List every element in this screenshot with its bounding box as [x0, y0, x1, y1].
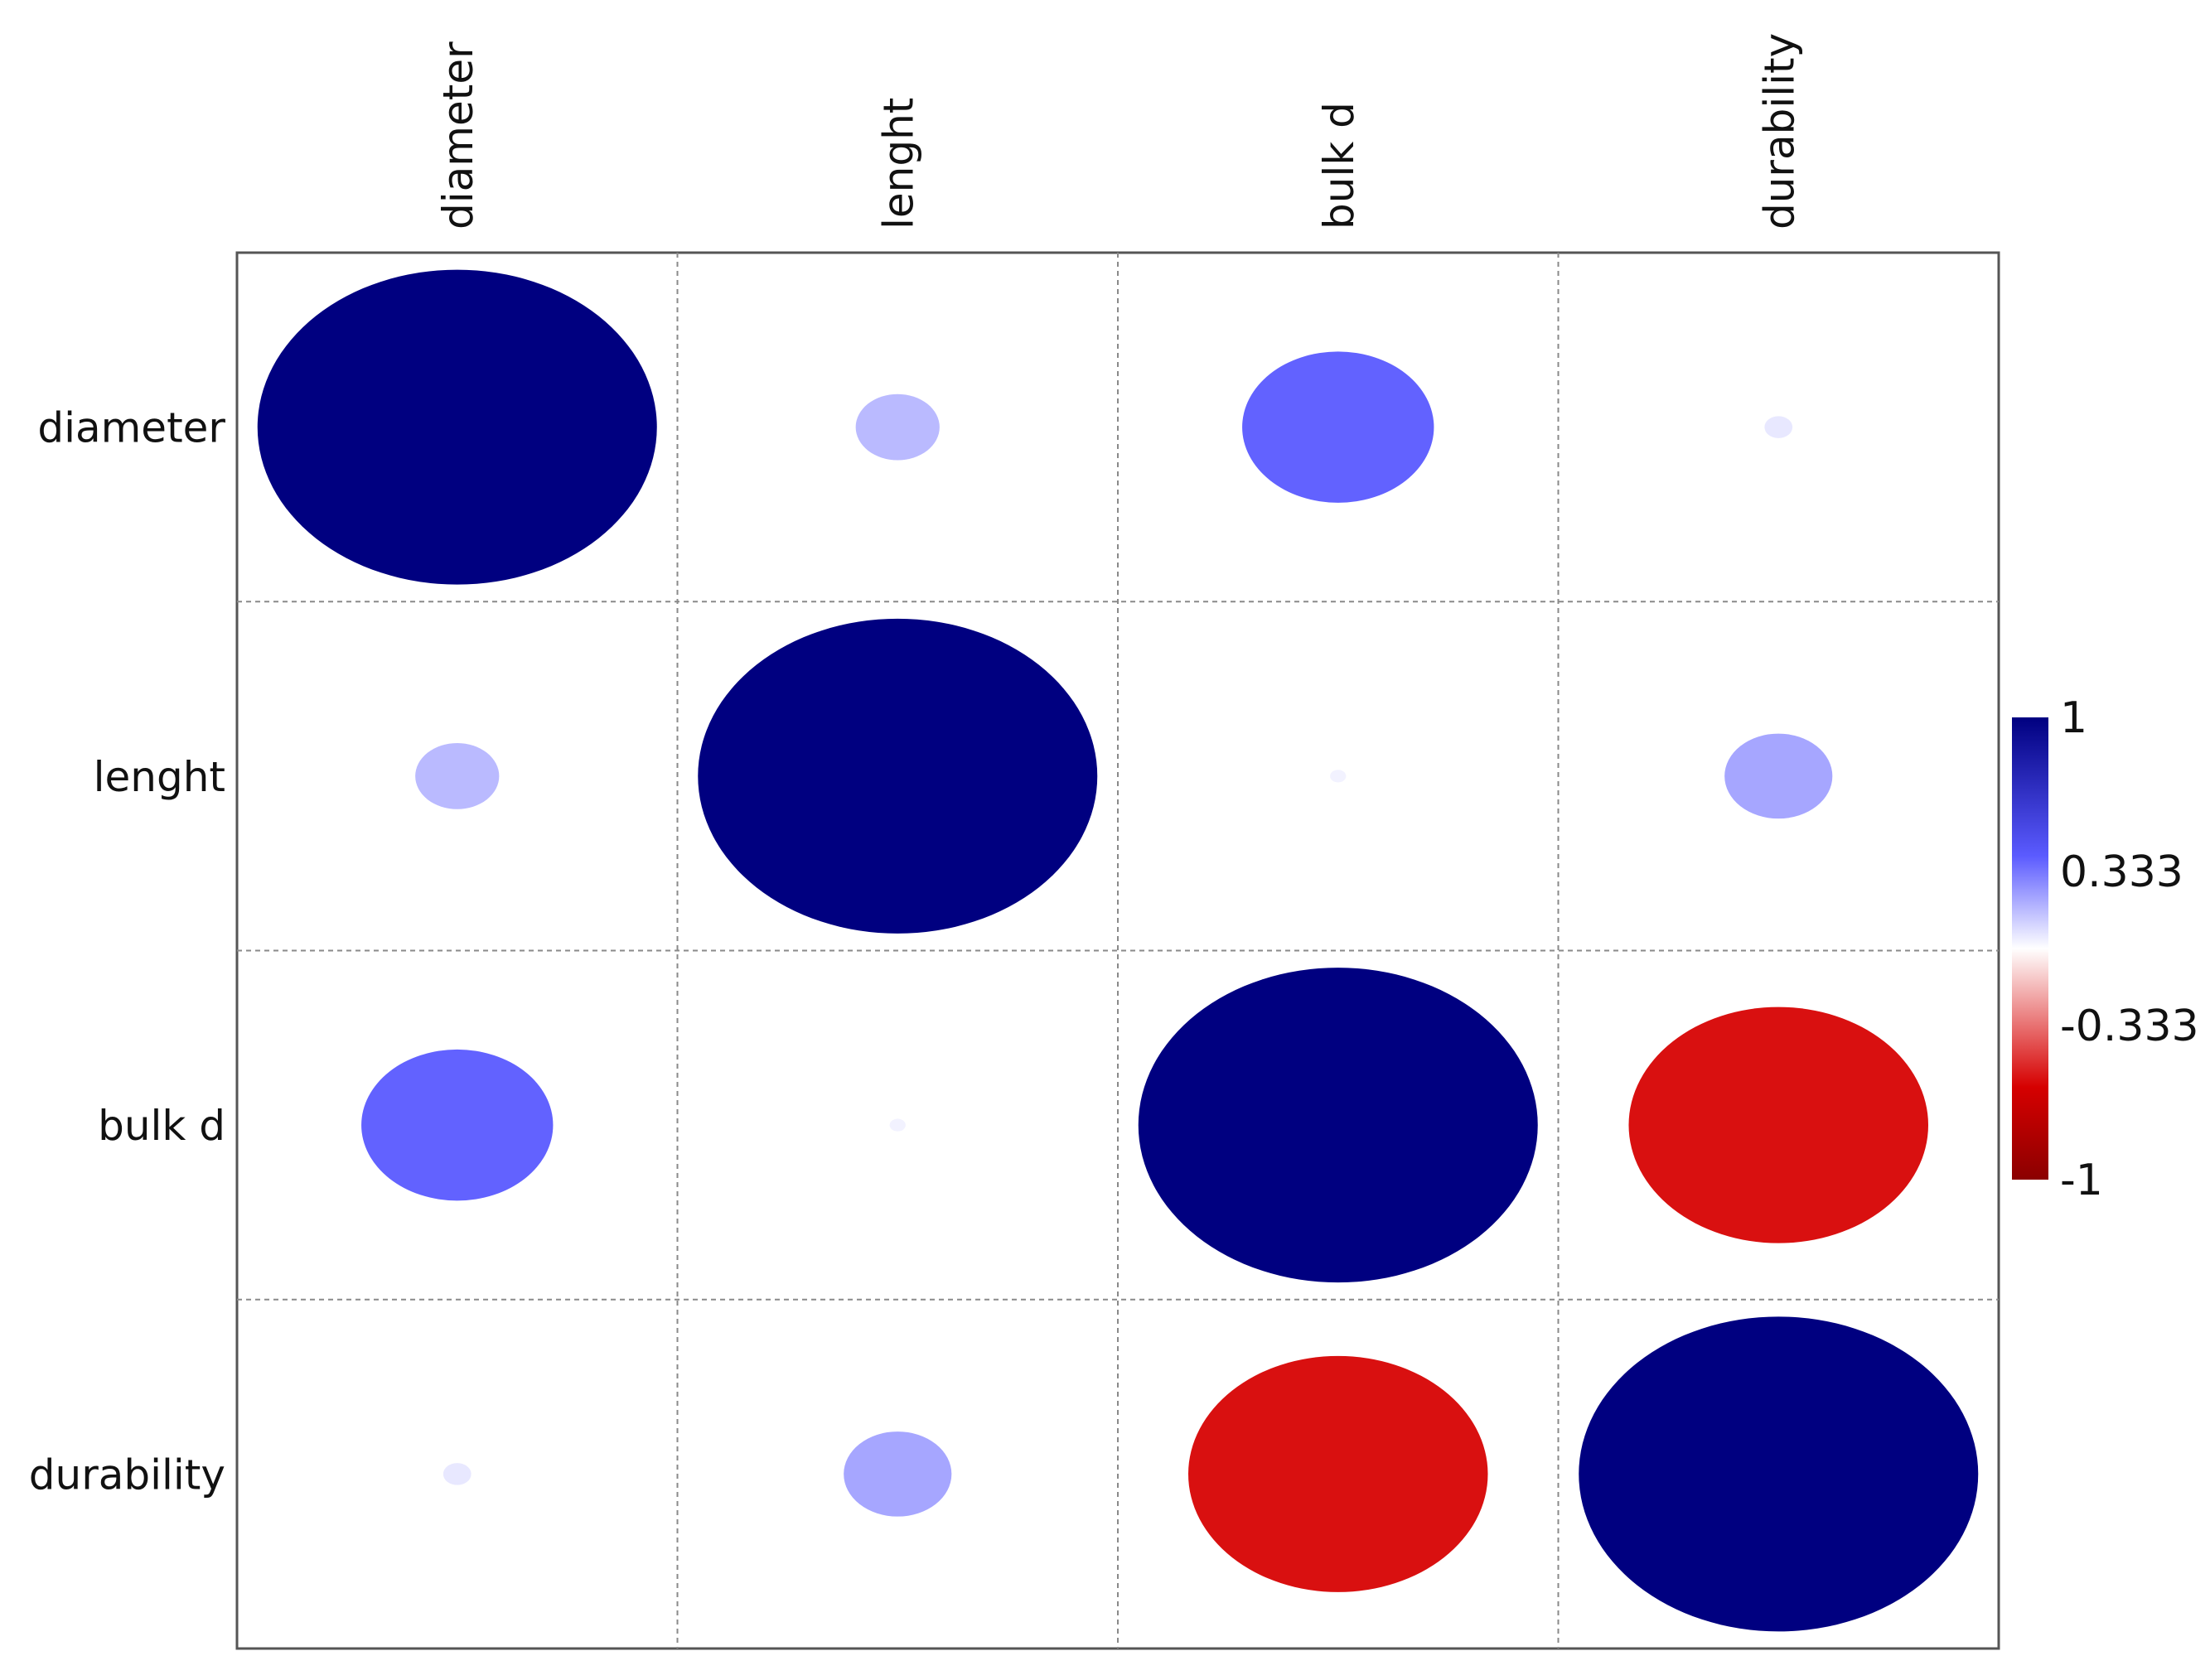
ellipse-layer — [257, 269, 1979, 1632]
corr-ellipse-bulk-d-lenght — [889, 1118, 906, 1132]
corr-ellipse-diameter-diameter — [257, 269, 657, 585]
row-label: bulk d — [98, 1102, 225, 1150]
column-label: durability — [1755, 33, 1803, 229]
corr-ellipse-bulk-d-diameter — [361, 1049, 554, 1201]
corr-ellipse-durability-bulk-d — [1188, 1355, 1488, 1592]
colorbar-tick-label: -0.333 — [2060, 1002, 2199, 1051]
label-layer: diameter diameter lenght lenght bulk d bulk d… — [29, 33, 1803, 1499]
corr-ellipse-lenght-bulk-d — [1330, 770, 1347, 783]
corr-ellipse-bulk-d-bulk-d — [1138, 968, 1538, 1283]
corr-ellipse-durability-lenght — [844, 1431, 952, 1517]
colorbar-tick-label: 1 — [2060, 693, 2087, 743]
colorbar-tick-label: -1 — [2060, 1156, 2103, 1205]
corr-ellipse-durability-diameter — [442, 1463, 471, 1485]
corr-ellipse-lenght-diameter — [415, 742, 500, 809]
row-label: durability — [29, 1451, 225, 1499]
row-label: diameter — [37, 404, 225, 452]
corr-ellipse-diameter-durability — [1764, 416, 1793, 438]
colorbar: 1 0.333 -0.333 -1 — [2012, 693, 2199, 1205]
corr-ellipse-diameter-bulk-d — [1242, 351, 1434, 503]
column-label: lenght — [874, 98, 922, 229]
corr-ellipse-lenght-durability — [1724, 733, 1833, 819]
colorbar-gradient — [2012, 717, 2048, 1180]
corr-ellipse-bulk-d-durability — [1628, 1007, 1928, 1243]
column-label: bulk d — [1315, 102, 1363, 229]
corr-ellipse-diameter-lenght — [855, 393, 940, 461]
corr-ellipse-lenght-lenght — [698, 618, 1098, 934]
corr-ellipse-durability-durability — [1579, 1316, 1979, 1632]
colorbar-tick-label: 0.333 — [2060, 847, 2183, 897]
row-label: lenght — [94, 753, 225, 801]
column-label: diameter — [434, 41, 482, 229]
